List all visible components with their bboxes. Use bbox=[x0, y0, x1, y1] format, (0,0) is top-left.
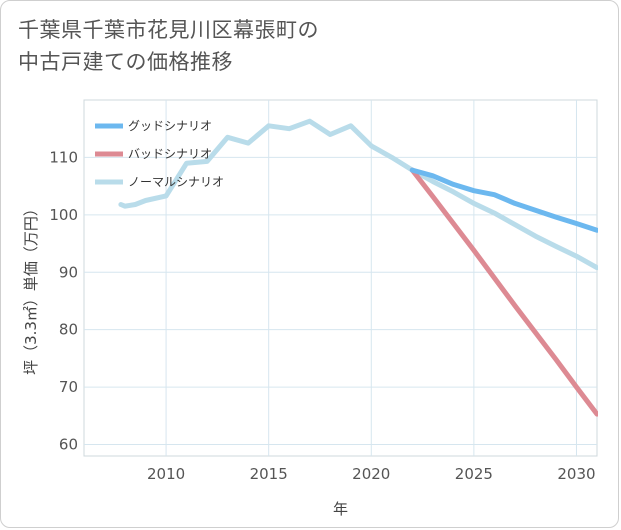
y-tick-label: 110 bbox=[49, 148, 78, 166]
series-line-2 bbox=[118, 118, 600, 271]
chart-title-line1: 千葉県千葉市花見川区幕張町の bbox=[18, 18, 319, 42]
y-tick-label: 100 bbox=[49, 206, 78, 224]
y-tick-label: 70 bbox=[59, 378, 78, 396]
y-tick-label: 90 bbox=[59, 263, 78, 281]
plot-right-mask bbox=[598, 95, 618, 461]
legend-label-2: ノーマルシナリオ bbox=[128, 175, 224, 189]
series-line-0 bbox=[409, 167, 600, 233]
x-tick-label: 2025 bbox=[455, 465, 493, 483]
legend-label-1: バッドシナリオ bbox=[128, 147, 212, 161]
chart-title-line2: 中古戸建ての価格推移 bbox=[18, 50, 233, 74]
x-tick-label: 2010 bbox=[147, 465, 185, 483]
plot-frame bbox=[83, 99, 598, 457]
y-tick-label: 60 bbox=[59, 436, 78, 454]
series-line-1 bbox=[409, 167, 600, 417]
x-tick-label: 2030 bbox=[557, 465, 595, 483]
chart-title: 千葉県千葉市花見川区幕張町の 中古戸建ての価格推移 bbox=[18, 14, 578, 78]
x-tick-label: 2015 bbox=[250, 465, 288, 483]
y-tick-label: 80 bbox=[59, 321, 78, 339]
legend-label-0: グッドシナリオ bbox=[128, 119, 212, 133]
x-tick-label: 2020 bbox=[352, 465, 390, 483]
x-axis-label: 年 bbox=[333, 500, 348, 518]
y-axis-label: 坪（3.3㎡）単価（万円） bbox=[22, 201, 40, 375]
